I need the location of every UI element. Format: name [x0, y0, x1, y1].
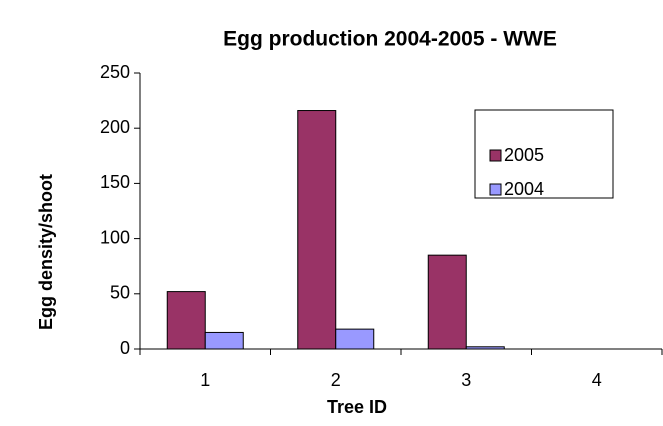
x-tick-label: 1: [200, 370, 210, 390]
chart-title: Egg production 2004-2005 - WWE: [223, 28, 557, 51]
legend-label: 2004: [504, 179, 544, 199]
y-tick-label: 0: [120, 338, 130, 358]
y-tick-label: 150: [100, 172, 130, 192]
bar: [204, 331, 244, 350]
bar: [335, 328, 375, 350]
legend-swatch: [489, 149, 502, 162]
y-tick-label: 50: [110, 283, 130, 303]
y-axis-label: Egg density/shoot: [36, 174, 56, 330]
bar: [297, 110, 337, 350]
x-axis-label: Tree ID: [327, 397, 387, 417]
y-tick-label: 200: [100, 117, 130, 137]
bar: [166, 291, 206, 350]
legend-swatch: [489, 183, 502, 196]
x-tick-label: 3: [461, 370, 471, 390]
bar: [465, 346, 505, 350]
legend-label: 2005: [504, 145, 544, 165]
y-tick-label: 100: [100, 227, 130, 247]
x-tick-label: 4: [592, 370, 602, 390]
x-tick-label: 2: [331, 370, 341, 390]
y-tick-label: 250: [100, 62, 130, 82]
bar: [427, 254, 467, 350]
